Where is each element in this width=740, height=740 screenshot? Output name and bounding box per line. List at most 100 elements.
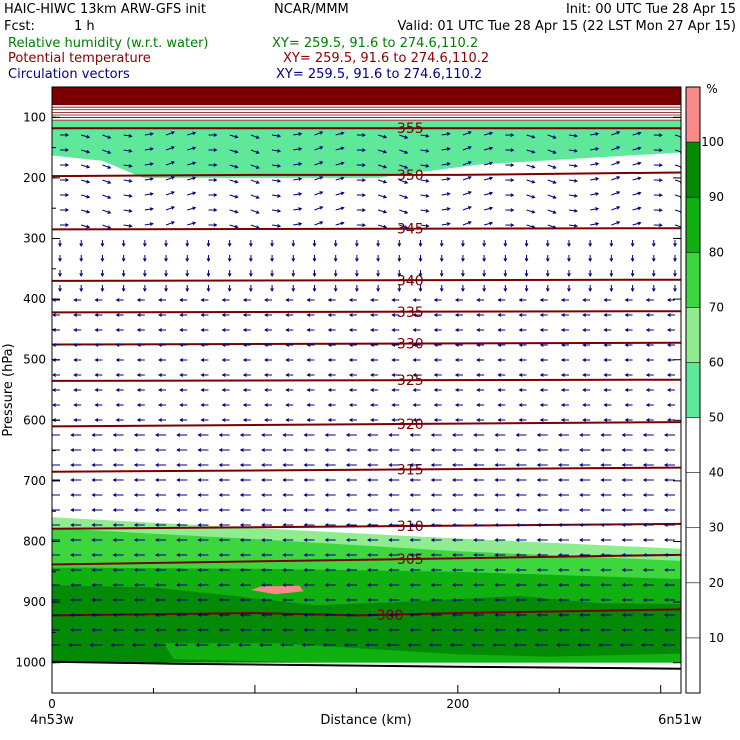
vector-head bbox=[536, 598, 541, 602]
vector-head bbox=[136, 388, 141, 392]
vector-head bbox=[115, 388, 120, 392]
vector-head bbox=[136, 373, 141, 377]
vector-arrow bbox=[547, 224, 556, 229]
vector-head bbox=[476, 403, 481, 407]
vector-head bbox=[595, 192, 600, 196]
vector-head bbox=[131, 643, 136, 647]
theta-label-350: 350 bbox=[397, 168, 424, 184]
vector-head bbox=[430, 613, 435, 617]
vector-head bbox=[324, 508, 329, 512]
vector-head bbox=[261, 568, 265, 572]
vector-head bbox=[430, 508, 435, 512]
vector-head bbox=[433, 313, 438, 317]
vector-head bbox=[645, 373, 650, 377]
vector-head bbox=[510, 193, 515, 197]
vector-head bbox=[557, 493, 562, 497]
vector-head bbox=[536, 433, 541, 437]
vector-arrow bbox=[81, 164, 90, 168]
vector-head bbox=[176, 478, 181, 482]
vector-head bbox=[221, 373, 226, 377]
vector-head bbox=[176, 448, 181, 452]
vector-head bbox=[518, 403, 523, 407]
vector-head bbox=[476, 298, 481, 302]
vector-head bbox=[621, 613, 626, 617]
vector-head bbox=[142, 258, 147, 263]
vector-arrow bbox=[293, 223, 302, 226]
vector-head bbox=[560, 418, 565, 422]
vector-head bbox=[170, 191, 176, 195]
vector-head bbox=[234, 149, 239, 154]
vector-head bbox=[100, 243, 105, 248]
vector-arrow bbox=[568, 149, 578, 152]
vector-head bbox=[213, 163, 218, 167]
vector-head bbox=[451, 598, 456, 602]
vector-head bbox=[136, 328, 141, 332]
vector-head bbox=[216, 643, 221, 647]
vector-head bbox=[579, 508, 584, 512]
vector-head bbox=[451, 583, 456, 587]
vector-head bbox=[388, 598, 393, 602]
vector-head bbox=[277, 134, 282, 138]
vector-head bbox=[663, 448, 668, 452]
vector-head bbox=[666, 313, 671, 317]
vector-head bbox=[637, 206, 642, 211]
vector-head bbox=[218, 463, 223, 467]
vector-head bbox=[383, 149, 388, 154]
vector-head bbox=[552, 195, 557, 199]
vector-head bbox=[133, 433, 138, 437]
vector-arrow bbox=[377, 194, 387, 198]
vector-head bbox=[428, 643, 433, 647]
vector-head bbox=[573, 178, 578, 183]
vector-head bbox=[582, 328, 587, 332]
vector-head bbox=[552, 180, 557, 184]
vector-head bbox=[560, 343, 565, 347]
vector-arrow bbox=[462, 131, 472, 136]
vector-head bbox=[197, 568, 202, 572]
vector-head bbox=[557, 628, 562, 632]
vector-head bbox=[86, 194, 91, 199]
vector-arrow bbox=[123, 164, 132, 167]
x-tick-label: 200 bbox=[446, 697, 469, 711]
vector-head bbox=[340, 206, 345, 211]
vector-head bbox=[573, 208, 578, 213]
vector-head bbox=[312, 273, 317, 278]
vector-head bbox=[306, 418, 311, 422]
vector-head bbox=[645, 388, 650, 392]
vector-head bbox=[497, 328, 502, 332]
vector-head bbox=[663, 493, 668, 497]
vector-head bbox=[579, 493, 584, 497]
vector-arrow bbox=[314, 146, 323, 151]
vector-head bbox=[489, 191, 494, 196]
vector-arrow bbox=[441, 193, 450, 196]
vector-head bbox=[237, 643, 242, 647]
vector-head bbox=[439, 243, 444, 248]
vector-head bbox=[573, 223, 578, 228]
vector-head bbox=[658, 163, 663, 168]
vector-head bbox=[567, 288, 571, 293]
vector-head bbox=[579, 613, 584, 617]
vector-head bbox=[312, 288, 317, 293]
vector-head bbox=[524, 288, 529, 293]
vector-head bbox=[545, 258, 550, 263]
vector-head bbox=[454, 418, 459, 422]
vector-head bbox=[176, 553, 181, 557]
vector-head bbox=[430, 628, 435, 632]
vector-head bbox=[673, 243, 677, 248]
vector-head bbox=[218, 523, 223, 527]
vector-head bbox=[454, 358, 459, 362]
vector-head bbox=[333, 258, 338, 263]
vector-head bbox=[524, 258, 529, 263]
vector-head bbox=[157, 328, 162, 332]
vector-head bbox=[285, 343, 290, 347]
vector-head bbox=[407, 643, 412, 647]
vector-head bbox=[348, 418, 353, 422]
vector-head bbox=[133, 508, 138, 512]
vector-arrow bbox=[674, 209, 681, 213]
vector-arrow bbox=[229, 164, 238, 168]
vector-head bbox=[94, 313, 99, 317]
vector-head bbox=[70, 568, 75, 572]
vector-head bbox=[303, 463, 308, 467]
vector-head bbox=[497, 388, 502, 392]
vector-head bbox=[494, 508, 499, 512]
vector-head bbox=[306, 328, 311, 332]
